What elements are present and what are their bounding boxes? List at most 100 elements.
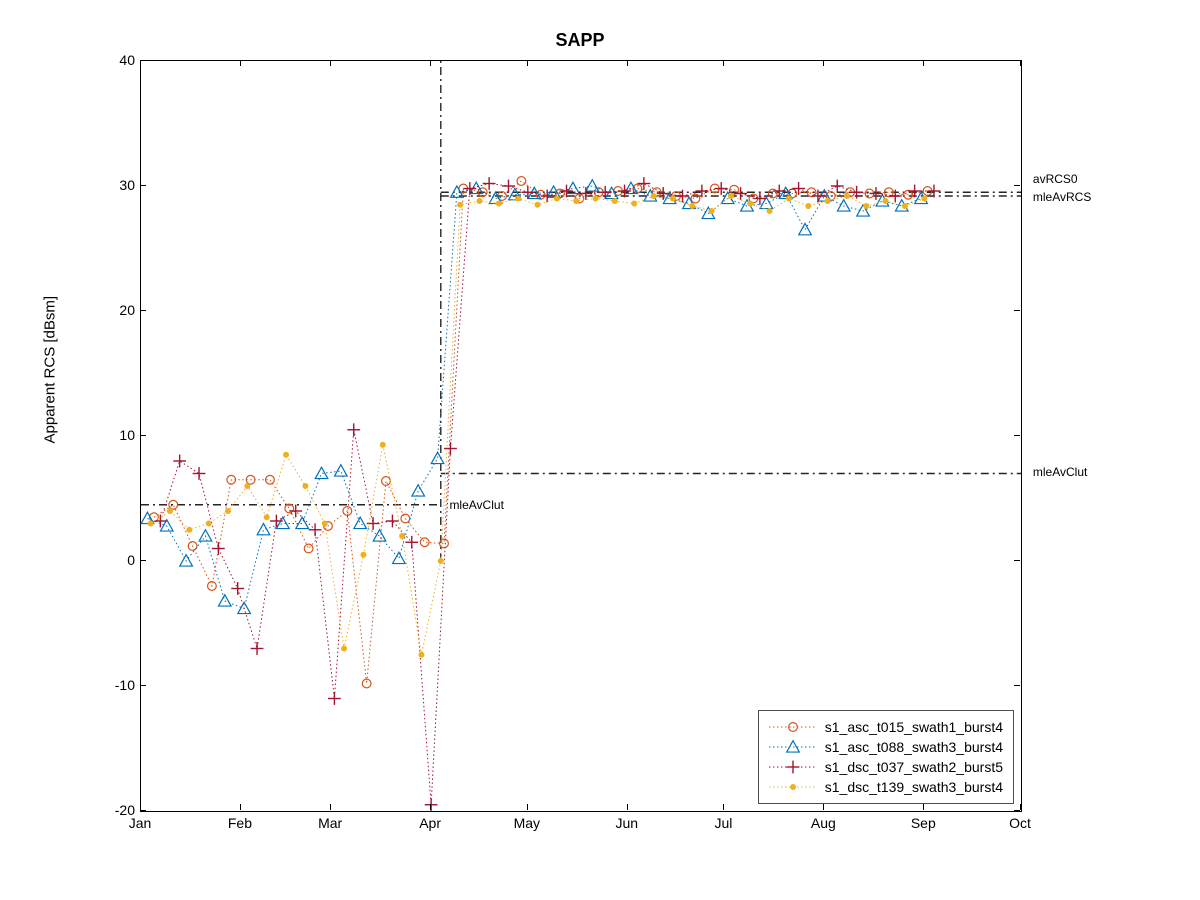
series-marker	[825, 198, 831, 204]
y-tick-label: 10	[95, 427, 135, 443]
series-marker	[747, 201, 753, 207]
legend-swatch	[769, 779, 817, 795]
legend-item: s1_asc_t015_swath1_burst4	[769, 717, 1003, 737]
x-tick	[923, 60, 924, 66]
series-marker	[225, 508, 231, 514]
x-tick	[627, 804, 628, 810]
series-marker	[517, 177, 526, 186]
legend-label: s1_dsc_t139_swath3_burst4	[825, 779, 1003, 795]
y-tick-label: 40	[95, 52, 135, 68]
series-marker	[521, 186, 534, 199]
y-tick	[1014, 685, 1020, 686]
series-marker	[193, 467, 206, 480]
series-marker	[264, 514, 270, 520]
series-marker	[309, 523, 322, 536]
series-marker	[476, 198, 482, 204]
series-marker	[612, 198, 618, 204]
series-marker	[734, 187, 747, 200]
series-marker	[863, 203, 869, 209]
x-tick	[527, 60, 528, 66]
series-marker	[148, 521, 154, 527]
y-tick-label: 30	[95, 177, 135, 193]
x-tick-label: Aug	[811, 815, 836, 831]
series-marker	[362, 679, 371, 688]
series-marker	[251, 642, 264, 655]
x-tick	[527, 804, 528, 810]
series-marker	[380, 442, 386, 448]
series-marker	[534, 202, 540, 208]
series-marker	[579, 187, 592, 200]
x-tick-label: Jun	[615, 815, 638, 831]
y-axis-label: Apparent RCS [dBsm]	[42, 296, 59, 444]
series-marker	[883, 198, 889, 204]
legend-swatch	[769, 759, 817, 775]
x-tick	[823, 60, 824, 66]
series-marker	[270, 515, 283, 528]
y-tick	[140, 560, 146, 561]
x-tick	[330, 804, 331, 810]
legend-item: s1_dsc_t037_swath2_burst5	[769, 757, 1003, 777]
series-marker	[219, 595, 232, 606]
series-marker	[296, 517, 309, 528]
x-tick-label: Feb	[228, 815, 252, 831]
y-tick	[1014, 560, 1020, 561]
x-tick-label: Jul	[714, 815, 732, 831]
y-tick	[140, 60, 146, 61]
plot-area	[140, 60, 1022, 812]
series-marker	[405, 536, 418, 549]
series-marker	[425, 798, 438, 811]
series-marker	[651, 193, 657, 199]
series-marker	[322, 521, 328, 527]
reference-label: mleAvClut	[449, 498, 503, 512]
series-marker	[593, 196, 599, 202]
series-marker	[573, 198, 579, 204]
y-tick-label: 0	[95, 552, 135, 568]
y-tick	[140, 810, 146, 811]
y-tick	[140, 185, 146, 186]
x-tick	[430, 60, 431, 66]
series-marker	[302, 483, 308, 489]
series-marker	[637, 177, 650, 190]
chart-title: SAPP	[0, 30, 1160, 51]
series-marker	[831, 180, 844, 193]
reference-label: mleAvRCS	[1033, 190, 1091, 204]
series-marker	[412, 485, 425, 496]
series-marker	[167, 508, 173, 514]
legend-label: s1_dsc_t037_swath2_burst5	[825, 759, 1003, 775]
series-marker	[457, 202, 463, 208]
series-marker	[444, 442, 457, 455]
series-marker	[315, 467, 328, 478]
reference-label: avRCS0	[1033, 172, 1078, 186]
y-tick	[140, 310, 146, 311]
legend-swatch	[769, 719, 817, 735]
x-tick-label: Mar	[318, 815, 342, 831]
series-marker	[373, 530, 386, 541]
series-marker	[304, 544, 313, 553]
series-marker	[341, 646, 347, 652]
plot-svg	[141, 61, 1021, 811]
x-tick	[723, 804, 724, 810]
y-tick	[140, 435, 146, 436]
reference-label: mleAvClut	[1033, 465, 1087, 479]
series-marker	[670, 196, 676, 202]
x-tick	[627, 60, 628, 66]
series-marker	[212, 542, 225, 555]
x-tick	[723, 60, 724, 66]
legend-item: s1_dsc_t139_swath3_burst4	[769, 777, 1003, 797]
series-marker	[420, 538, 429, 547]
x-tick	[240, 804, 241, 810]
series-marker	[360, 552, 366, 558]
series-marker	[709, 208, 715, 214]
series-marker	[335, 465, 348, 476]
y-tick	[140, 685, 146, 686]
x-tick-label: May	[514, 815, 540, 831]
series-marker	[786, 196, 792, 202]
series-marker	[792, 182, 805, 195]
series-marker	[502, 180, 515, 193]
series-marker	[515, 196, 521, 202]
series-marker	[257, 523, 270, 534]
series-line	[147, 186, 921, 609]
legend-swatch	[769, 739, 817, 755]
x-tick	[823, 804, 824, 810]
y-tick	[1014, 310, 1020, 311]
